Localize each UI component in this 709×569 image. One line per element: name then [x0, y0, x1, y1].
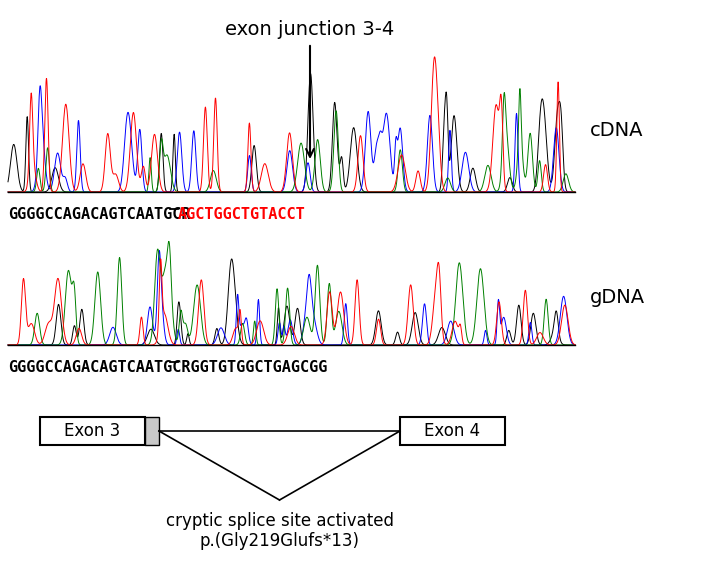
Text: gDNA: gDNA — [590, 288, 645, 307]
Text: p.(Gly219Glufs*13): p.(Gly219Glufs*13) — [199, 532, 359, 550]
Text: cDNA: cDNA — [590, 121, 644, 140]
Text: exon junction 3-4: exon junction 3-4 — [225, 20, 395, 39]
Text: AGCTGGCTGTACCT: AGCTGGCTGTACCT — [178, 207, 306, 222]
Bar — [145, 417, 159, 445]
Text: Exon 4: Exon 4 — [425, 422, 481, 440]
Bar — [400, 417, 505, 445]
Text: GGGGCCAGACAGTCAATGCRGGTGTGGCTGAGCGG: GGGGCCAGACAGTCAATGCRGGTGTGGCTGAGCGG — [8, 360, 328, 375]
Text: cryptic splice site activated: cryptic splice site activated — [165, 512, 393, 530]
Bar — [40, 417, 145, 445]
Text: GGGGCCAGACAGTCAATGCR: GGGGCCAGACAGTCAATGCR — [8, 207, 191, 222]
Text: Exon 3: Exon 3 — [65, 422, 121, 440]
